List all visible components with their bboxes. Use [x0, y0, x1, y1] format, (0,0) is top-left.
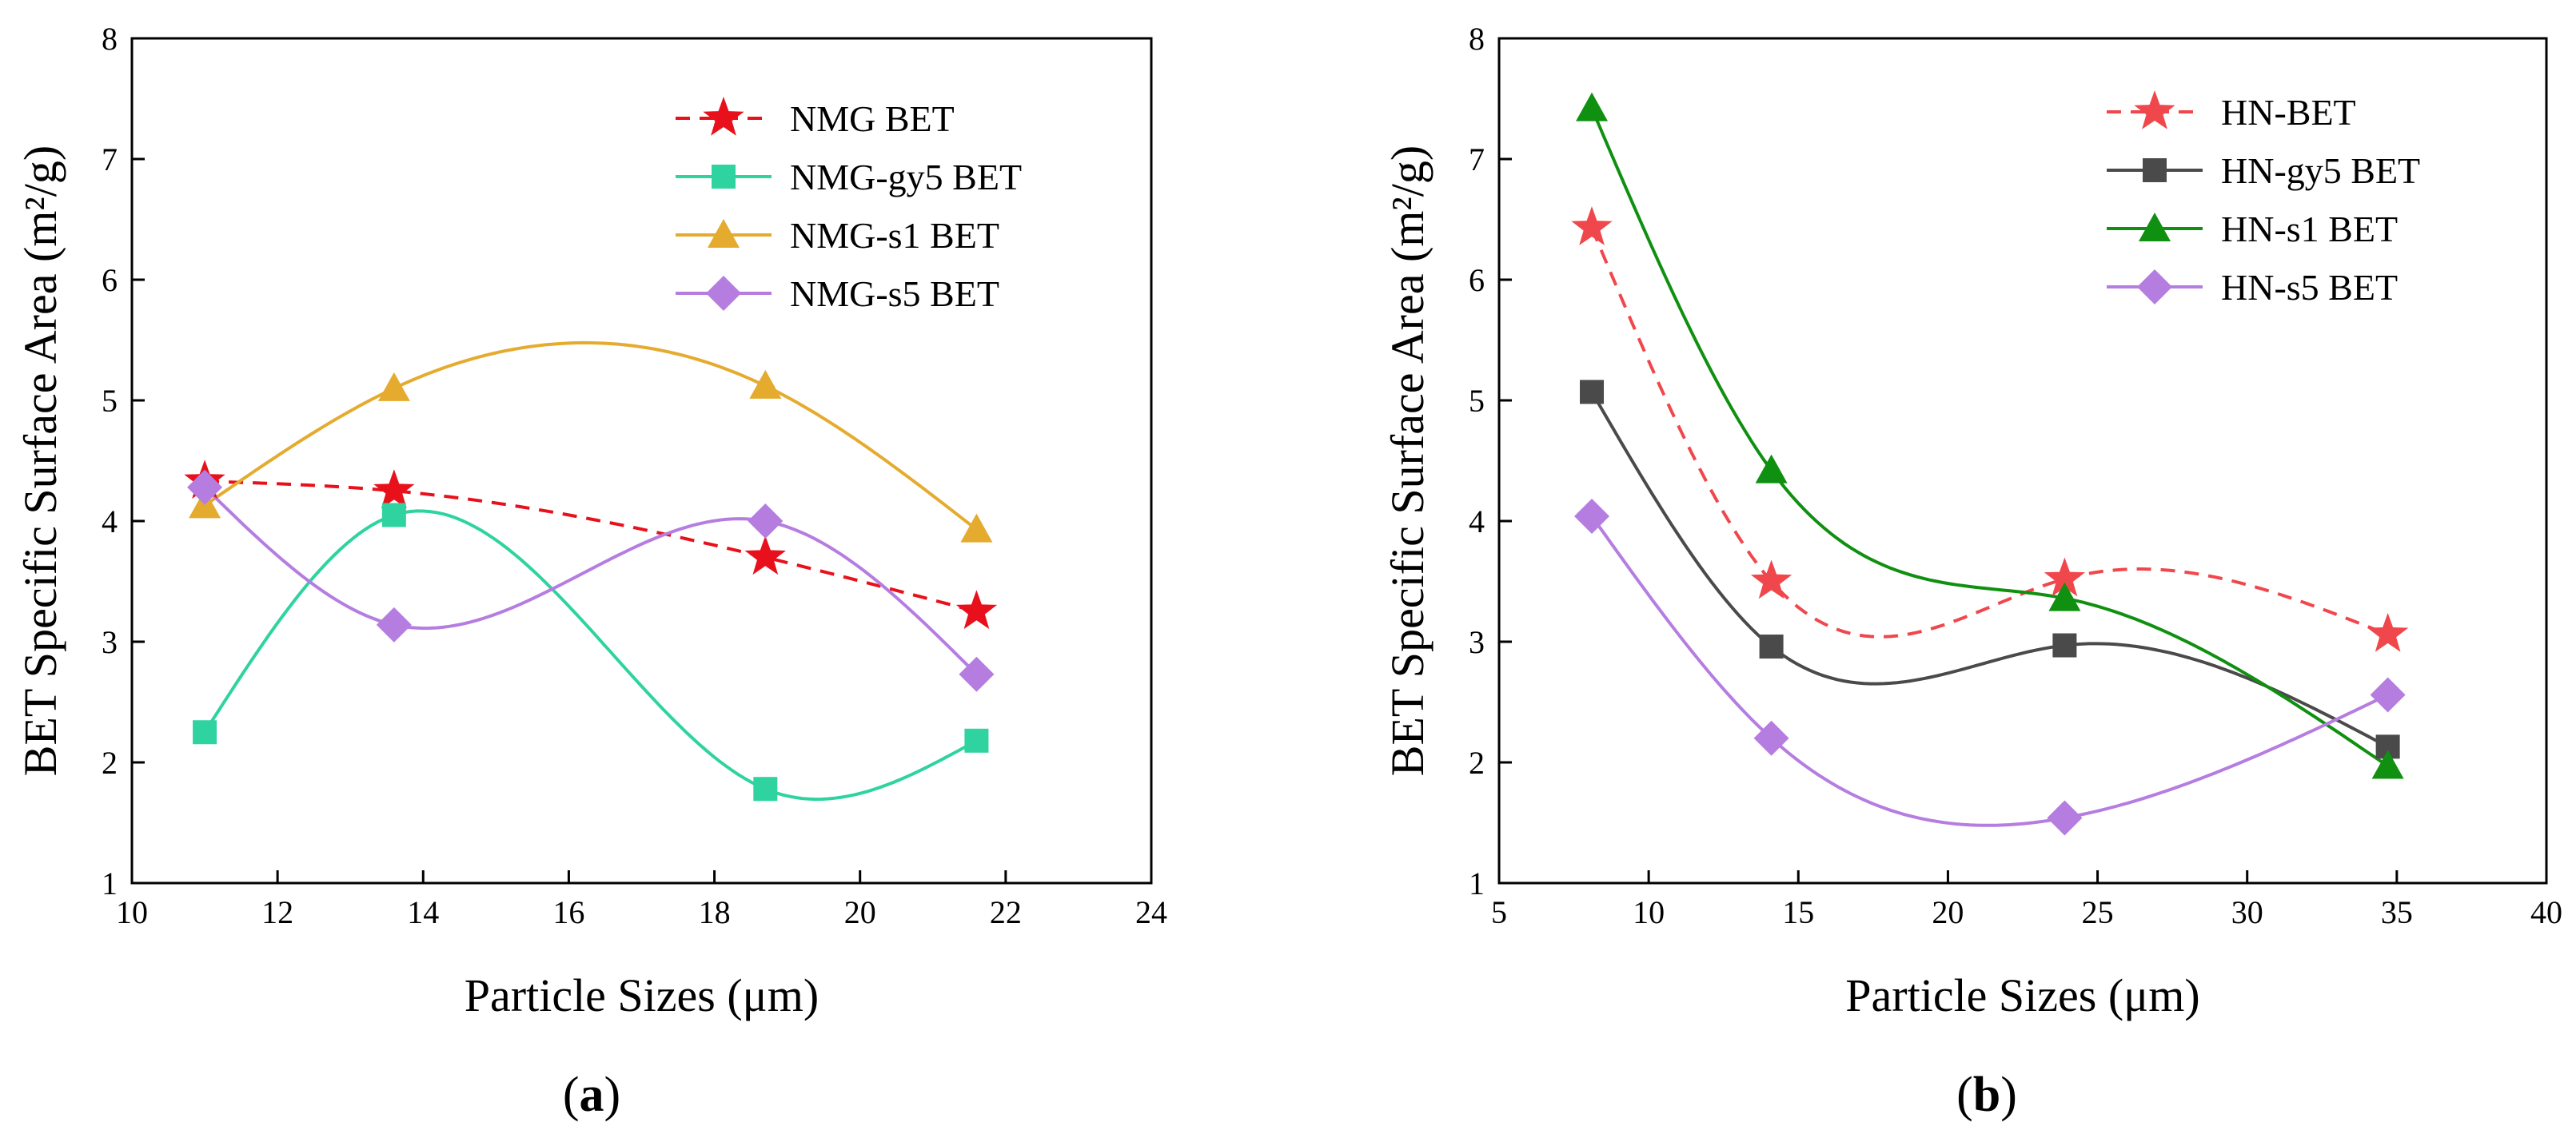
- legend-label: NMG-gy5 BET: [790, 157, 1022, 197]
- data-point-1-0: [193, 720, 217, 745]
- panel-caption: (a): [563, 1068, 620, 1122]
- data-point-3-1: [376, 607, 412, 643]
- series-line-0: [1590, 227, 2389, 639]
- y-tick-label: 1: [102, 865, 118, 901]
- y-tick-label: 8: [102, 21, 118, 57]
- data-point-3-2: [2047, 800, 2083, 836]
- data-point-3-3: [2370, 677, 2406, 713]
- y-tick-label: 3: [1469, 624, 1485, 660]
- legend-marker: [703, 97, 744, 136]
- x-tick-label: 25: [2082, 894, 2114, 930]
- data-point-3-0: [187, 469, 223, 505]
- series-line-1: [203, 509, 978, 802]
- legend-marker: [708, 219, 740, 248]
- x-tick-label: 15: [1782, 894, 1814, 930]
- data-point-1-3: [964, 728, 989, 753]
- data-point-0-2: [744, 535, 786, 575]
- x-tick-label: 10: [116, 894, 148, 930]
- legend: HN-BET HN-gy5 BET HN-s1 BET HN-s5 BET: [2107, 90, 2420, 308]
- legend-label: NMG-s1 BET: [790, 215, 999, 256]
- data-point-2-3: [960, 513, 993, 543]
- data-point-1-1: [381, 503, 406, 527]
- legend-label: HN-gy5 BET: [2221, 150, 2420, 191]
- x-tick-label: 35: [2381, 894, 2413, 930]
- data-point-1-2: [2052, 633, 2077, 658]
- panel-caption: (b): [1956, 1068, 2017, 1122]
- legend-marker: [2139, 213, 2171, 241]
- series-line-3: [1590, 515, 2389, 827]
- legend: NMG BET NMG-gy5 BET NMG-s1 BET NMG-s5 BET: [676, 97, 1022, 314]
- y-tick-label: 5: [102, 383, 118, 419]
- legend-label: NMG BET: [790, 98, 955, 139]
- plot-frame: [1497, 37, 2548, 885]
- x-tick-label: 40: [2530, 894, 2562, 930]
- data-point-3-2: [748, 503, 784, 539]
- y-tick-label: 6: [1469, 262, 1485, 298]
- y-tick-label: 2: [102, 745, 118, 781]
- data-point-0-3: [2367, 612, 2409, 652]
- x-tick-label: 14: [407, 894, 439, 930]
- y-tick-label: 7: [1469, 141, 1485, 177]
- legend-label: HN-s1 BET: [2221, 209, 2398, 249]
- legend-marker: [2143, 158, 2167, 182]
- series-line-1: [1590, 391, 2389, 749]
- y-axis-title: BET Specific Surface Area (m²/g): [1382, 145, 1434, 776]
- panel-b: 5 10 15 20 25 30 35 40 1 2 3 4 5 6 7 8 Particle Sizes (μ…: [1382, 21, 2562, 1122]
- data-point-0-1: [1750, 559, 1792, 599]
- x-tick-label: 20: [1932, 894, 1964, 930]
- data-point-0-2: [2044, 557, 2086, 597]
- legend-marker: [712, 165, 736, 189]
- y-tick-label: 1: [1469, 865, 1485, 901]
- legend-label: HN-BET: [2221, 92, 2356, 133]
- y-tick-label: 4: [1469, 503, 1485, 539]
- data-point-2-1: [1755, 454, 1788, 483]
- legend-label: HN-s5 BET: [2221, 267, 2398, 308]
- data-point-2-2: [749, 369, 782, 399]
- x-tick-label: 30: [2231, 894, 2263, 930]
- data-point-3-0: [1574, 498, 1610, 534]
- x-axis-title: Particle Sizes (μm): [465, 969, 819, 1021]
- data-point-2-2: [2048, 582, 2081, 611]
- x-axis-title: Particle Sizes (μm): [1845, 969, 2199, 1021]
- data-point-0-3: [955, 590, 998, 630]
- data-point-0-0: [1571, 206, 1613, 245]
- x-tick-label: 24: [1135, 894, 1167, 930]
- y-tick-label: 8: [1469, 21, 1485, 57]
- y-tick-label: 2: [1469, 745, 1485, 781]
- data-point-2-3: [2371, 750, 2404, 779]
- series-line-2: [203, 340, 978, 531]
- x-tick-label: 22: [990, 894, 1022, 930]
- x-tick-label: 10: [1633, 894, 1665, 930]
- legend-label: NMG-s5 BET: [790, 273, 999, 314]
- x-tick-label: 16: [552, 894, 584, 930]
- data-point-2-0: [1576, 92, 1609, 121]
- x-tick-label: 18: [699, 894, 731, 930]
- y-tick-label: 7: [102, 141, 118, 177]
- y-tick-label: 6: [102, 262, 118, 298]
- x-tick-label: 12: [261, 894, 293, 930]
- y-axis-title: BET Specific Surface Area (m²/g): [14, 145, 66, 776]
- x-tick-label: 5: [1491, 894, 1507, 930]
- series-line-3: [203, 486, 978, 676]
- data-point-0-1: [373, 469, 415, 509]
- data-point-3-1: [1753, 720, 1789, 756]
- series-line-2: [1590, 107, 2389, 768]
- data-point-1-1: [1759, 635, 1784, 659]
- plot-frame: [130, 37, 1153, 885]
- x-tick-label: 20: [844, 894, 876, 930]
- data-point-2-1: [377, 372, 410, 401]
- y-tick-label: 4: [102, 503, 118, 539]
- data-point-3-3: [959, 656, 995, 692]
- data-point-1-2: [753, 777, 778, 802]
- y-tick-label: 3: [102, 624, 118, 660]
- legend-marker: [2134, 90, 2175, 129]
- legend-marker: [706, 276, 741, 311]
- series-line-0: [205, 479, 977, 614]
- data-point-1-0: [1580, 380, 1605, 404]
- y-tick-label: 5: [1469, 383, 1485, 419]
- legend-marker: [2137, 269, 2172, 304]
